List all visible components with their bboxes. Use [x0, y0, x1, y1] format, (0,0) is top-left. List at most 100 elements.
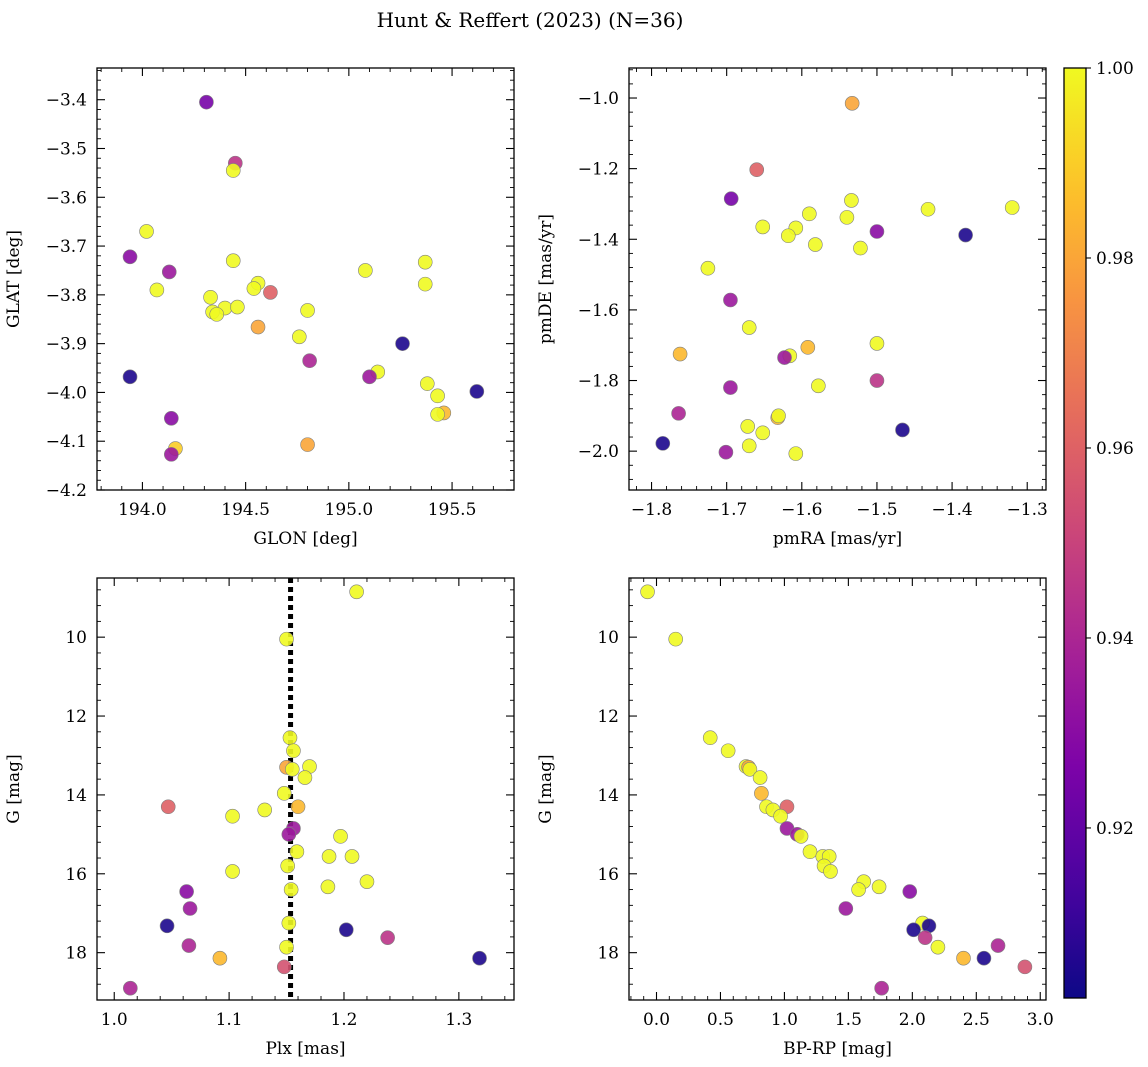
data-point: [212, 950, 228, 966]
data-point: [300, 437, 315, 452]
panel-sky: 194.0 194.5 195.0 195.5 −4.2 −4.1 −4.0 −3.9 −3.8…: [4, 67, 515, 549]
points: [640, 584, 1033, 996]
data-point: [702, 730, 718, 746]
data-point: [723, 380, 738, 395]
data-point: [811, 378, 826, 394]
data-point: [292, 329, 307, 345]
data-point: [362, 369, 377, 385]
x-tick-label: 195.0: [325, 500, 374, 520]
y-tick-label: 12: [597, 707, 619, 727]
data-point: [417, 276, 433, 292]
x-tick-label: −1.6: [781, 500, 822, 520]
figure-title: Hunt & Reffert (2023) (N=36): [377, 8, 684, 32]
colorbar-tick-label: 0.96: [1096, 439, 1134, 459]
data-point: [230, 299, 245, 315]
x-tick-label: −1.7: [706, 500, 747, 520]
data-point: [741, 438, 757, 454]
data-point: [122, 369, 138, 385]
points: [122, 94, 485, 462]
y-axis-label: GLAT [deg]: [4, 230, 24, 328]
x-tick-label: 3.0: [1027, 1010, 1054, 1030]
data-point: [720, 743, 736, 759]
x-tick-label: 0.5: [707, 1010, 734, 1030]
data-point: [755, 219, 771, 235]
data-point: [844, 96, 860, 111]
x-axis-label: BP-RP [mag]: [783, 1039, 892, 1059]
y-tick-label: −2.0: [578, 442, 619, 462]
data-point: [640, 584, 655, 600]
x-axis-label: pmRA [mas/yr]: [773, 529, 902, 549]
data-point: [225, 163, 241, 178]
data-point: [839, 210, 855, 225]
data-point: [179, 884, 194, 899]
data-point: [869, 224, 885, 239]
data-point: [358, 263, 373, 278]
data-point: [430, 407, 445, 422]
data-point: [122, 249, 138, 265]
data-point: [320, 879, 336, 895]
data-point: [917, 930, 933, 945]
data-point: [771, 408, 786, 424]
data-point: [284, 761, 300, 777]
y-tick-label: −3.5: [46, 139, 87, 159]
data-point: [906, 922, 921, 938]
y-tick-label: −4.2: [46, 481, 87, 501]
axes-frame: [628, 577, 1047, 1001]
data-point: [344, 849, 360, 864]
y-tick-label: −4.0: [46, 383, 87, 403]
data-point: [749, 162, 765, 178]
data-point: [802, 844, 818, 860]
data-point: [164, 447, 179, 462]
axes-frame: [96, 577, 515, 1001]
data-point: [823, 864, 838, 879]
data-point: [655, 436, 671, 451]
x-tick-label: 194.5: [221, 500, 270, 520]
data-point: [869, 373, 885, 388]
data-point: [359, 874, 375, 889]
data-point: [280, 858, 295, 874]
data-point: [161, 264, 177, 280]
data-point: [920, 201, 936, 217]
x-tick-label: −1.4: [931, 500, 972, 520]
data-point: [417, 254, 433, 270]
data-point: [1004, 200, 1020, 215]
data-point: [286, 743, 301, 759]
panel-parallax-magnitude: 1.0 1.1 1.2 1.3 10 12 14 16 18 Plx [mas] G [mag]: [4, 577, 515, 1059]
data-point: [895, 422, 910, 438]
y-tick-label: −3.4: [46, 91, 87, 111]
x-tick-label: 1.2: [330, 1010, 357, 1030]
data-point: [700, 260, 716, 276]
data-point: [209, 307, 225, 322]
data-point: [723, 191, 739, 206]
data-point: [958, 227, 973, 243]
x-tick-label: 1.0: [101, 1010, 128, 1030]
x-tick-label: 2.5: [963, 1010, 990, 1030]
y-tick-label: −3.8: [46, 286, 87, 306]
x-tick-label: 1.5: [835, 1010, 862, 1030]
data-point: [671, 406, 686, 421]
data-point: [851, 882, 866, 897]
colorbar-frame: [1063, 67, 1087, 999]
x-tick-label: −1.8: [631, 500, 672, 520]
data-point: [788, 446, 804, 461]
x-tick-label: 0.0: [643, 1010, 670, 1030]
data-point: [349, 584, 364, 600]
y-tick-label: −1.4: [578, 230, 619, 250]
colorbar-tick-label: 0.92: [1096, 819, 1134, 839]
data-point: [472, 950, 487, 966]
colorbar-tick-label: 0.94: [1096, 629, 1134, 649]
panel-proper-motion: −1.8 −1.7 −1.6 −1.5 −1.4 −1.3 −2.0 −1.8 −1.6 −1.4…: [536, 67, 1048, 549]
data-point: [276, 959, 292, 975]
data-point: [672, 346, 688, 362]
panel-color-magnitude: 0.0 0.5 1.0 1.5 2.0 2.5 3.0 10 12 14 16 18 BP-RP [ma…: [536, 577, 1054, 1059]
data-point: [773, 808, 788, 824]
colorbar: 0.92 0.94 0.96 0.98 1.00: [1063, 59, 1134, 999]
x-tick-label: 194.0: [118, 500, 167, 520]
y-tick-label: 10: [65, 628, 87, 648]
x-tick-label: 1.0: [771, 1010, 798, 1030]
data-point: [182, 901, 198, 916]
data-point: [800, 340, 816, 355]
y-tick-label: 16: [597, 865, 619, 885]
data-point: [281, 915, 297, 931]
